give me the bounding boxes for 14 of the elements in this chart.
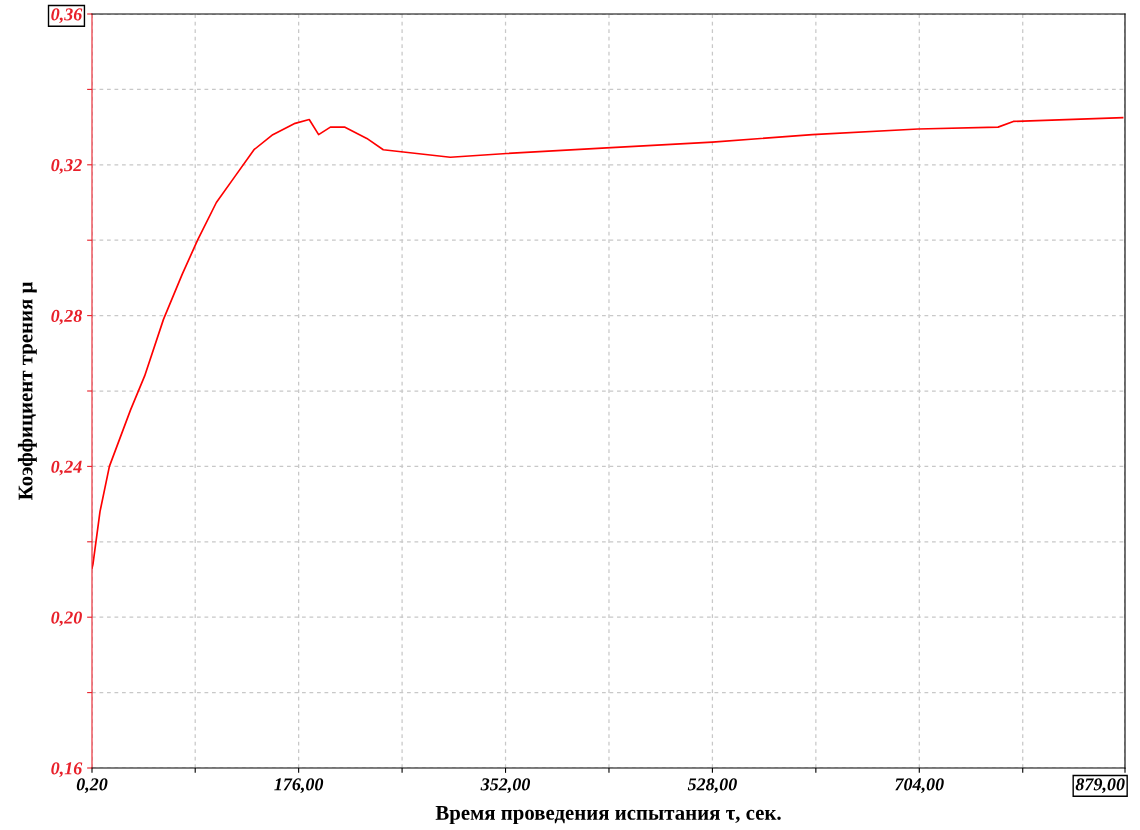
y-tick-label: 0,20 bbox=[51, 611, 82, 627]
y-tick-label: 0,36 bbox=[51, 8, 83, 24]
y-axis-title: Коэффициент трения μ bbox=[17, 281, 37, 501]
x-axis-title: Время проведения испытания τ, сек. bbox=[435, 806, 781, 825]
y-tick-label: 0,16 bbox=[51, 762, 83, 778]
x-tick-label: 704,00 bbox=[895, 778, 944, 794]
x-tick-label: 352,00 bbox=[480, 778, 531, 794]
x-tick-label: 0,20 bbox=[76, 778, 108, 794]
x-tick-label: 528,00 bbox=[687, 778, 737, 794]
y-tick-label: 0,28 bbox=[51, 309, 82, 325]
x-tick-label: 879,00 bbox=[1075, 778, 1125, 794]
y-tick-label: 0,24 bbox=[51, 460, 82, 476]
x-tick-label: 176,00 bbox=[274, 778, 324, 794]
y-tick-label: 0,32 bbox=[51, 159, 82, 174]
